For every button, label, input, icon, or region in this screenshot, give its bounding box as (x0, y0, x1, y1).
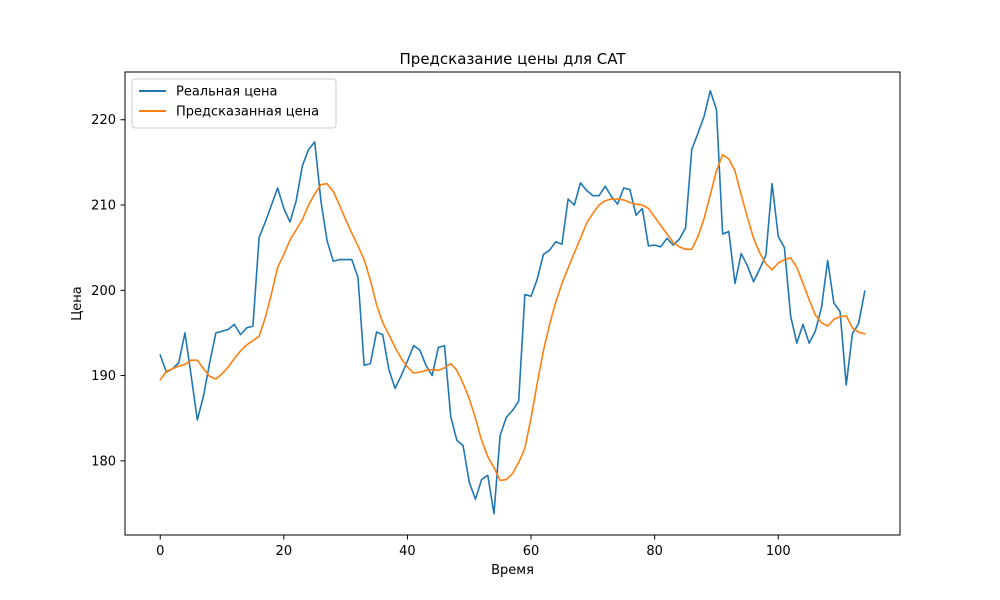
series-lines (159, 89, 866, 515)
chart-title: Предсказание цены для CAT (400, 50, 627, 68)
y-tick-label: 210 (91, 199, 116, 214)
x-tick-label: 20 (276, 544, 293, 559)
series-line-predicted-price (159, 153, 866, 482)
legend-box (131, 78, 337, 129)
y-axis-label: Цена (70, 286, 85, 321)
y-tick-label: 220 (91, 113, 116, 128)
x-tick-label: 60 (523, 544, 540, 559)
x-tick-label: 0 (156, 544, 164, 559)
y-tick-label: 200 (91, 284, 116, 299)
x-tick-label: 80 (646, 544, 663, 559)
plot-area-frame (124, 71, 901, 536)
axis-ticks: 0 20 40 60 80 100 180 190 200 210 220 (91, 113, 790, 559)
legend-label-predicted-price: Предсказанная цена (176, 105, 319, 120)
x-tick-label: 100 (766, 544, 791, 559)
y-tick-label: 190 (91, 369, 116, 384)
x-axis-label: Время (491, 563, 534, 578)
x-tick-label: 40 (399, 544, 416, 559)
legend: Реальная цена Предсказанная цена (131, 78, 337, 129)
legend-label-real-price: Реальная цена (176, 85, 278, 100)
y-tick-label: 180 (91, 454, 116, 469)
series-line-real-price (159, 89, 866, 515)
